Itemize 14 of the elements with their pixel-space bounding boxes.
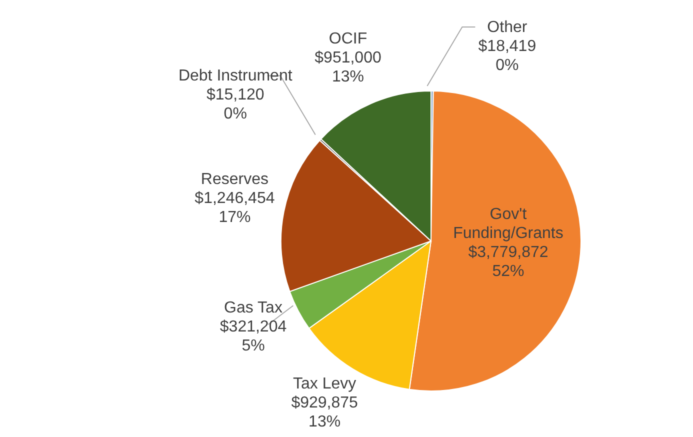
slice-label: Gov't Funding/Grants [453, 206, 564, 242]
slice-label: Gas Tax [224, 298, 282, 316]
data-label: $951,000 13% [314, 48, 382, 85]
data-label: $3,779,872 52% [468, 244, 548, 280]
data-label: $18,419 0% [478, 38, 536, 74]
slice-label: Tax Levy [293, 375, 356, 392]
data-label: $929,875 13% [291, 394, 358, 430]
slice-label: Other [487, 18, 528, 36]
slice-label: Debt Instrument [178, 67, 293, 84]
data-label: $321,204 5% [220, 318, 287, 354]
data-label: $15,120 0% [206, 86, 264, 122]
data-label: $1,246,454 17% [194, 190, 275, 226]
slice-label: Reserves [200, 170, 269, 188]
slice-label: OCIF [328, 30, 368, 47]
